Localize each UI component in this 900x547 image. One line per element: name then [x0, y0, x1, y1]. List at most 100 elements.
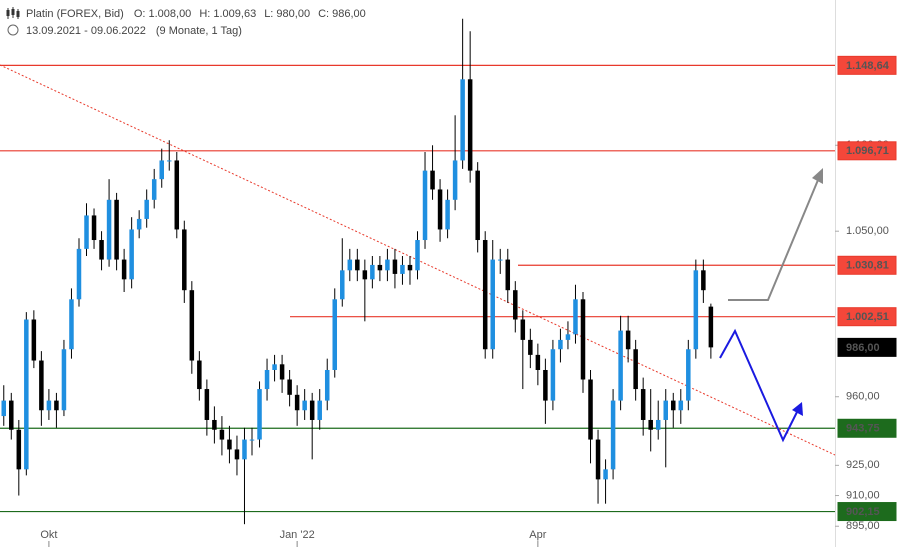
- candle-body: [332, 299, 338, 370]
- candle-body: [46, 400, 52, 411]
- candle-body: [422, 170, 428, 241]
- grid-layer: 895,00910,00925,00960,001.050,001.100,00…: [40, 139, 889, 547]
- candle-body: [227, 439, 232, 450]
- candle-body: [219, 429, 225, 440]
- blue-arrow: [719, 328, 803, 443]
- candle-body: [610, 400, 616, 470]
- candle-body: [106, 199, 112, 260]
- candle-body: [69, 299, 74, 350]
- candle-body: [671, 400, 676, 411]
- level-label: 1.030,81: [846, 260, 889, 272]
- candle-body: [392, 259, 398, 274]
- level-label-box: [837, 55, 897, 75]
- candle-body: [513, 290, 518, 320]
- candle-body: [249, 439, 255, 441]
- level-label: 1.096,71: [846, 145, 889, 157]
- candle-body: [648, 419, 653, 430]
- candle-body: [159, 160, 164, 180]
- candle-body: [16, 429, 22, 470]
- candle-body: [279, 364, 285, 380]
- x-tick-label: Jan '22: [280, 529, 315, 541]
- candle-body: [460, 79, 465, 161]
- candle-body: [407, 264, 413, 271]
- candle-body: [136, 218, 142, 230]
- level-label-box: [837, 418, 897, 438]
- candle-body: [302, 400, 307, 411]
- candle-body: [9, 400, 14, 430]
- candle-body: [91, 215, 97, 241]
- ohlc-value: C: 986,00: [318, 8, 366, 20]
- level-label-box: [837, 255, 897, 275]
- candle-body: [294, 394, 300, 411]
- candle-body: [39, 360, 44, 411]
- candle-body: [595, 439, 601, 480]
- ohlc-value: O: 1.008,00: [134, 8, 192, 20]
- candle-body: [257, 389, 262, 440]
- candle-body: [84, 215, 89, 249]
- candle-body: [467, 79, 473, 171]
- chart-title: Platin (FOREX, Bid): [26, 8, 124, 20]
- candle-body: [167, 160, 172, 162]
- ohlc-value: H: 1.009,63: [199, 8, 256, 20]
- candle-body: [242, 439, 247, 460]
- clock-icon: [7, 24, 19, 36]
- candle-body: [482, 240, 488, 350]
- candle-body: [686, 349, 691, 401]
- x-tick-label: Okt: [40, 529, 57, 541]
- arrow-head: [812, 168, 823, 184]
- candle-body: [355, 259, 360, 271]
- chart-icon: [6, 7, 20, 19]
- candle-body: [182, 229, 187, 291]
- level-label-box: [837, 307, 897, 327]
- candle-body: [189, 290, 195, 361]
- candle-body: [385, 259, 390, 271]
- labels-layer: 1.148,64 1.096,71 1.030,81 1.002,51 943,75 90…: [837, 55, 897, 522]
- candle-body: [618, 330, 623, 401]
- candle-body: [437, 189, 443, 230]
- candle-body: [475, 170, 480, 241]
- candle-body: [204, 389, 210, 420]
- candle-body: [114, 199, 119, 260]
- y-tick-label: 895,00: [846, 520, 880, 532]
- candle-body: [528, 339, 533, 355]
- candle-body: [415, 240, 420, 271]
- candle-body: [430, 170, 435, 190]
- gray-arrow: [728, 168, 823, 301]
- chart-period: (9 Monate, 1 Tag): [156, 25, 242, 37]
- candle-body: [543, 369, 548, 401]
- ohlc-value: L: 980,00: [264, 8, 310, 20]
- y-tick-label: 1.050,00: [846, 225, 889, 237]
- candle-body: [324, 369, 330, 401]
- candle-body: [54, 400, 59, 411]
- candle-body: [565, 334, 571, 340]
- levels-layer: [0, 64, 835, 513]
- level-label-box: [837, 141, 897, 161]
- chart-subtitle: 13.09.2021 - 09.06.2022: [26, 25, 146, 37]
- candle-body: [264, 369, 270, 390]
- candle-body: [445, 199, 450, 230]
- candle-body: [347, 259, 353, 271]
- y-tick-label: 910,00: [846, 489, 880, 501]
- candle-body: [144, 199, 149, 219]
- level-label: 902,15: [846, 506, 880, 518]
- candle-body: [234, 449, 240, 460]
- candle-body: [340, 270, 345, 300]
- level-label-box: [837, 337, 897, 357]
- candle-body: [309, 400, 315, 420]
- candle-body: [212, 419, 217, 430]
- candle-body: [550, 349, 556, 401]
- level-label-box: [837, 502, 897, 522]
- candle-body: [655, 419, 661, 430]
- candle-body: [370, 264, 375, 280]
- candle-body: [400, 264, 405, 274]
- candle-body: [588, 379, 593, 440]
- header: Platin (FOREX, Bid) 13.09.2021 - 09.06.2…: [6, 7, 366, 37]
- level-label: 1.002,51: [846, 311, 889, 323]
- candle-body: [61, 349, 67, 411]
- candle-body: [603, 469, 608, 480]
- candle-body: [151, 179, 157, 200]
- candle-body: [129, 229, 134, 280]
- candle-body: [701, 270, 706, 291]
